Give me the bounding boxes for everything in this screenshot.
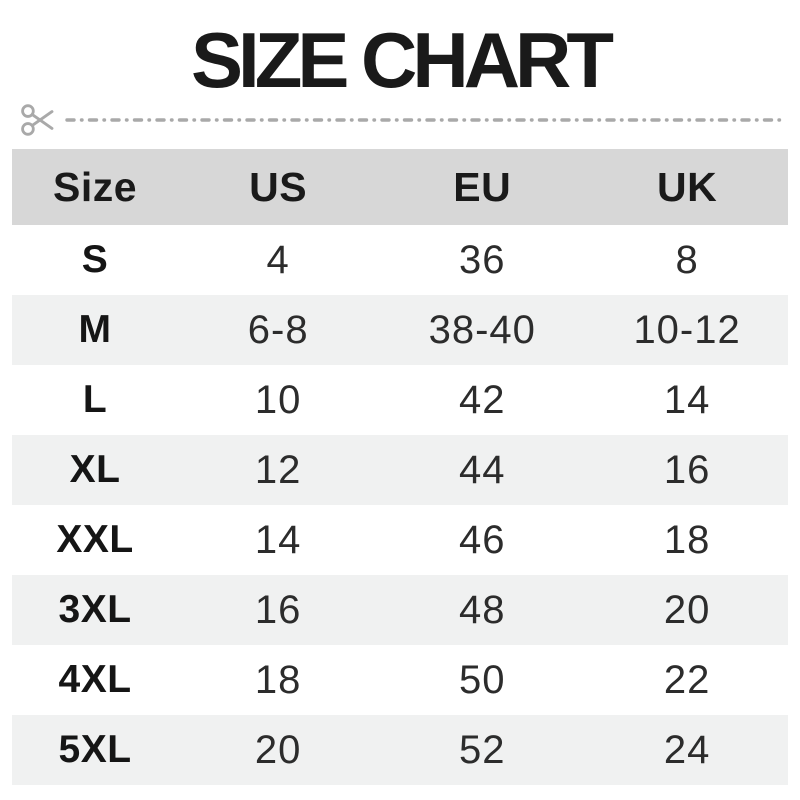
eu-value: 44 bbox=[458, 447, 506, 492]
table-row-4xl: 4XL 18 50 22 bbox=[12, 645, 788, 715]
size-label: 5XL bbox=[58, 728, 132, 771]
eu-value: 50 bbox=[458, 657, 506, 702]
eu-value: 52 bbox=[458, 727, 506, 772]
size-label: M bbox=[78, 308, 112, 351]
eu-value: 38-40 bbox=[428, 307, 536, 352]
table-row-l: L 10 42 14 bbox=[12, 365, 788, 435]
uk-value: 22 bbox=[663, 657, 711, 702]
us-value: 4 bbox=[266, 237, 290, 282]
table-row-3xl: 3XL 16 48 20 bbox=[12, 575, 788, 645]
scissors-icon bbox=[21, 104, 54, 136]
eu-value: 42 bbox=[458, 377, 506, 422]
size-label: S bbox=[81, 238, 109, 281]
cut-line bbox=[18, 100, 785, 140]
size-label: XXL bbox=[56, 518, 134, 561]
uk-value: 16 bbox=[663, 447, 711, 492]
size-label: L bbox=[82, 378, 108, 421]
dashed-cut-line bbox=[65, 118, 785, 122]
header-cell-eu: EU bbox=[453, 163, 512, 210]
eu-value: 46 bbox=[458, 517, 506, 562]
us-value: 14 bbox=[254, 517, 302, 562]
table-header-row: Size US EU UK bbox=[12, 149, 788, 225]
header-cell-size: Size bbox=[53, 163, 138, 210]
eu-value: 36 bbox=[458, 237, 506, 282]
size-label: 3XL bbox=[58, 588, 132, 631]
table-row-xxl: XXL 14 46 18 bbox=[12, 505, 788, 575]
us-value: 10 bbox=[254, 377, 302, 422]
us-value: 20 bbox=[254, 727, 302, 772]
table-row-xl: XL 12 44 16 bbox=[12, 435, 788, 505]
header-cell-uk: UK bbox=[656, 163, 718, 210]
uk-value: 20 bbox=[663, 587, 711, 632]
us-value: 12 bbox=[254, 447, 302, 492]
us-value: 16 bbox=[254, 587, 302, 632]
uk-value: 18 bbox=[663, 517, 711, 562]
table-row-m: M 6-8 38-40 10-12 bbox=[12, 295, 788, 365]
size-chart-table: Size US EU UK S 4 36 8 M 6-8 38-40 10-12… bbox=[12, 149, 788, 785]
header-cell-us: US bbox=[249, 163, 308, 210]
size-label: 4XL bbox=[58, 658, 132, 701]
us-value: 18 bbox=[254, 657, 302, 702]
uk-value: 8 bbox=[675, 237, 699, 282]
eu-value: 48 bbox=[458, 587, 506, 632]
uk-value: 10-12 bbox=[633, 307, 741, 352]
us-value: 6-8 bbox=[247, 307, 309, 352]
page-title: SIZE CHART bbox=[191, 16, 614, 104]
table-row-5xl: 5XL 20 52 24 bbox=[12, 715, 788, 785]
uk-value: 14 bbox=[663, 377, 711, 422]
table-row-s: S 4 36 8 bbox=[12, 225, 788, 295]
uk-value: 24 bbox=[663, 727, 711, 772]
size-label: XL bbox=[69, 448, 121, 491]
